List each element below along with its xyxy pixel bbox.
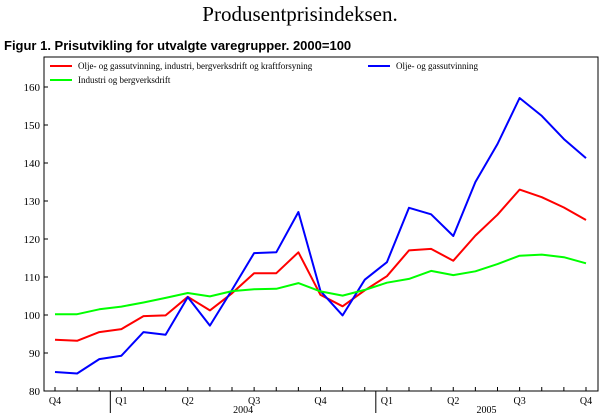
year-label: 2004 [233, 405, 253, 416]
y-tick-label: 90 [29, 348, 41, 360]
series-line-3 [55, 253, 587, 316]
y-tick-label: 130 [24, 196, 41, 208]
x-tick-label: Q2 [447, 396, 459, 407]
x-tick-label: Q4 [314, 396, 326, 407]
y-tick-label: 110 [24, 272, 41, 284]
x-tick-label: Q4 [49, 396, 61, 407]
legend-label-3: Industri og bergverksdrift [78, 75, 171, 85]
x-tick-label: Q1 [381, 396, 393, 407]
x-tick-label: Q3 [514, 396, 526, 407]
page-title: Produsentprisindeksen. [202, 2, 398, 26]
x-tick-label: Q3 [248, 396, 260, 407]
legend-label-1: Olje- og gassutvinning, industri, bergve… [78, 61, 313, 71]
series-lines [54, 97, 587, 375]
year-label: 2005 [476, 405, 496, 416]
legend-label-2: Olje- og gassutvinning [396, 61, 478, 71]
y-tick-label: 140 [24, 158, 41, 170]
y-tick-label: 150 [24, 120, 41, 132]
plot-area [43, 56, 599, 392]
x-tick-label: Q4 [580, 396, 592, 407]
y-tick-label: 100 [24, 310, 41, 322]
y-tick-label: 120 [24, 234, 41, 246]
axis-ticks [44, 86, 587, 413]
y-tick-label: 160 [24, 82, 41, 94]
series-line-1 [54, 188, 587, 342]
x-tick-label: Q1 [115, 396, 127, 407]
x-tick-label: Q2 [182, 396, 194, 407]
figure-title: Figur 1. Prisutvikling for utvalgte vare… [4, 38, 352, 53]
axis-labels: 80 90 100 110 120 130 140 150 160 Q4 Q1 Q2 Q3 Q4 Q1 Q2 Q… [24, 82, 593, 416]
legend: Olje- og gassutvinning, industri, bergve… [50, 61, 478, 85]
y-tick-label: 80 [29, 386, 41, 398]
